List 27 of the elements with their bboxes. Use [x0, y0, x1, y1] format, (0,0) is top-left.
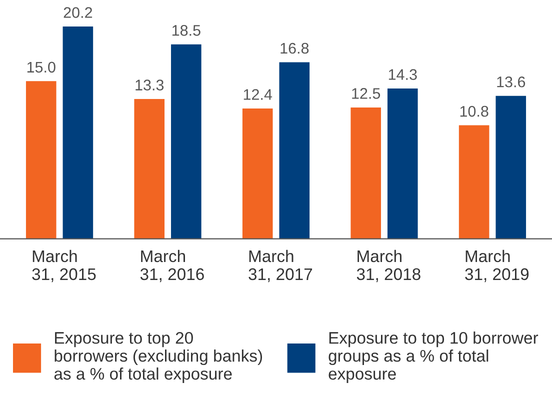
x-tick-label: March 31, 2018: [356, 250, 420, 282]
legend-label: Exposure to top 20 borrowers (excluding banks) as a % of total exposure: [54, 332, 262, 383]
data-label: 10.8: [460, 106, 488, 117]
bar: [350, 107, 381, 239]
x-tick-label: March 31, 2016: [140, 250, 204, 282]
bar: [134, 99, 165, 239]
bar: [171, 44, 202, 239]
x-tick-label: March 31, 2019: [465, 250, 529, 282]
bar: [496, 96, 526, 239]
data-label: 16.8: [280, 42, 309, 54]
bar: [458, 125, 490, 239]
bar: [279, 62, 310, 239]
data-label: 18.5: [172, 25, 200, 36]
bar: [62, 26, 94, 239]
data-label: 20.2: [64, 7, 92, 18]
data-label: 12.4: [244, 89, 272, 100]
data-label: 15.0: [27, 62, 56, 73]
data-label: 14.3: [388, 69, 417, 80]
bar: [242, 108, 273, 239]
data-label: 12.5: [352, 88, 380, 99]
data-label: 13.3: [136, 80, 164, 90]
x-tick-label: March 31, 2015: [32, 250, 96, 282]
x-tick-label: March 31, 2017: [248, 250, 312, 282]
bar: [26, 81, 56, 239]
bar: [387, 88, 418, 239]
data-label: 13.6: [497, 76, 526, 88]
legend-label: Exposure to top 10 borrower groups as a % of total exposure: [328, 332, 538, 383]
